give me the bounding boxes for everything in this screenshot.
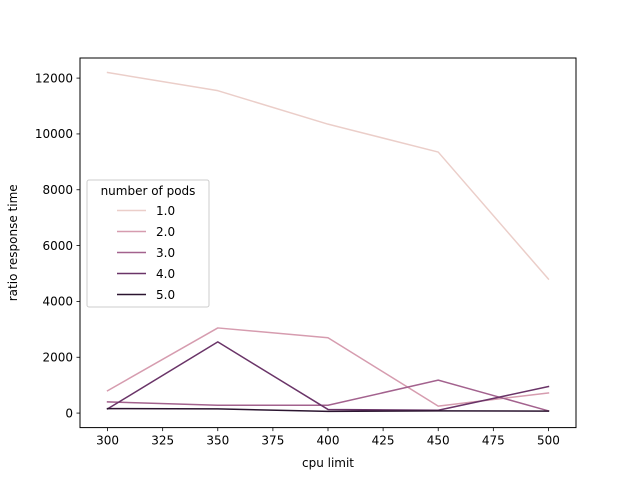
legend-label: 2.0 bbox=[156, 225, 175, 239]
y-tick-label: 8000 bbox=[42, 183, 73, 197]
x-axis-label: cpu limit bbox=[302, 456, 354, 470]
series-layer bbox=[106, 71, 550, 413]
series-line-4-0 bbox=[106, 341, 550, 412]
series-line-3-0 bbox=[106, 379, 550, 412]
x-tick-label: 375 bbox=[261, 434, 284, 448]
x-tick-label: 475 bbox=[482, 434, 505, 448]
y-axis: 0 2000 4000 6000 8000 10000 12000 bbox=[35, 71, 80, 420]
x-tick-label: 350 bbox=[206, 434, 229, 448]
legend-label: 5.0 bbox=[156, 288, 175, 302]
y-tick-label: 0 bbox=[65, 406, 73, 420]
x-tick-label: 300 bbox=[96, 434, 119, 448]
legend-box bbox=[86, 179, 210, 308]
legend: number of pods 1.0 2.0 3.0 4.0 5.0 bbox=[86, 179, 210, 308]
series-line-1-0 bbox=[106, 71, 550, 281]
legend-items: 1.0 2.0 3.0 4.0 5.0 bbox=[117, 204, 175, 302]
y-tick-label: 2000 bbox=[42, 351, 73, 365]
x-tick-label: 400 bbox=[317, 434, 340, 448]
x-tick-label: 450 bbox=[427, 434, 450, 448]
y-tick-label: 6000 bbox=[42, 239, 73, 253]
y-tick-label: 4000 bbox=[42, 295, 73, 309]
legend-label: 3.0 bbox=[156, 246, 175, 260]
x-tick-label: 500 bbox=[537, 434, 560, 448]
x-tick-label: 425 bbox=[372, 434, 395, 448]
series-line-5-0 bbox=[106, 407, 550, 413]
series-line-2-0 bbox=[106, 327, 550, 407]
legend-label: 1.0 bbox=[156, 204, 175, 218]
y-tick-label: 12000 bbox=[35, 71, 73, 85]
y-axis-label: ratio response time bbox=[6, 184, 20, 301]
legend-label: 4.0 bbox=[156, 267, 175, 281]
legend-title: number of pods bbox=[101, 184, 196, 198]
x-tick-label: 325 bbox=[151, 434, 174, 448]
x-axis: 300 325 350 375 400 425 450 475 500 bbox=[96, 427, 560, 448]
y-tick-label: 10000 bbox=[35, 127, 73, 141]
